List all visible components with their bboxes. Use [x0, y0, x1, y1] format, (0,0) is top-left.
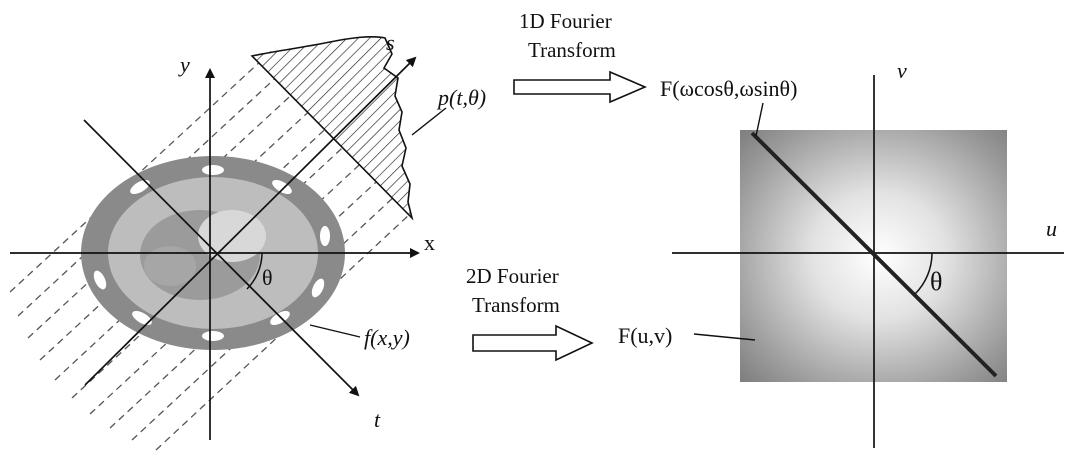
projection-profile: [250, 35, 414, 221]
axis-t-label: t: [374, 407, 381, 432]
axis-x-label: x: [424, 230, 435, 255]
axis-s-label: s: [386, 30, 395, 55]
bottom-transform-line2: Transform: [472, 293, 560, 317]
projection-label: p(t,θ): [436, 85, 486, 110]
theta-arc-right: [914, 252, 933, 295]
object-label: f(x,y): [364, 325, 410, 350]
projection-leader: [411, 107, 447, 136]
theta-label-right: θ: [930, 267, 942, 296]
theta-arc-left: [246, 252, 263, 290]
theta-label-left: θ: [262, 265, 273, 290]
right-axes: [672, 75, 1064, 448]
top-transform-line1: 1D Fourier: [519, 9, 612, 33]
spectrum-leader: [693, 333, 756, 341]
spectrum-label: F(u,v): [618, 323, 672, 348]
bottom-transform-arrow: [472, 324, 594, 362]
object-leader: [309, 324, 361, 338]
bottom-transform-line1: 2D Fourier: [466, 264, 559, 288]
axis-v-label: v: [897, 58, 907, 83]
axis-y-label: y: [178, 52, 190, 77]
slice-leader: [755, 102, 764, 137]
top-transform-line2: Transform: [528, 38, 616, 62]
axis-u-label: u: [1046, 216, 1057, 241]
slice-label: F(ωcosθ,ωsinθ): [660, 76, 797, 101]
top-transform-arrow: [513, 70, 648, 104]
left-axes: [10, 56, 420, 440]
slice-line: [750, 131, 998, 378]
